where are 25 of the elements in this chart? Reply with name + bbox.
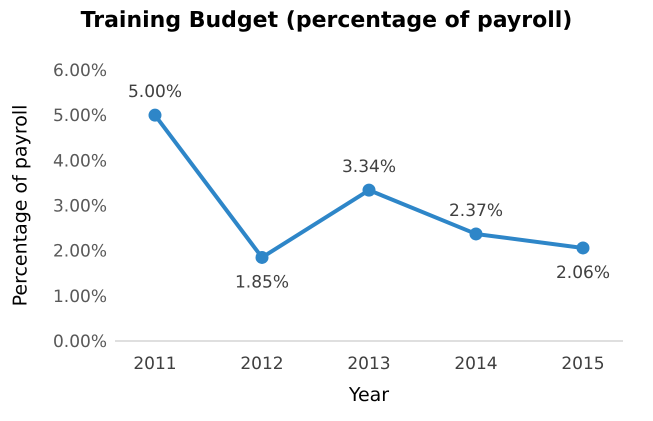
x-axis-title: Year <box>348 384 390 406</box>
x-tick-label: 2012 <box>240 354 284 374</box>
x-tick-label: 2011 <box>133 354 177 374</box>
point <box>148 108 162 122</box>
x-tick-label: 2013 <box>347 354 391 374</box>
point <box>256 250 268 264</box>
y-tick-label: 5.00% <box>52 106 107 126</box>
y-tick-label: 0.00% <box>52 332 107 352</box>
y-tick-label: 6.00% <box>52 61 107 82</box>
chart-title: Training Budget (percentage of payroll) <box>80 8 574 33</box>
data-label: 3.34% <box>342 157 396 178</box>
y-tick-label: 3.00% <box>52 196 107 217</box>
y-tick-label: 1.00% <box>52 286 107 307</box>
data-label: 5.00% <box>128 82 182 102</box>
x-tick-label: 2015 <box>561 354 605 374</box>
y-tick-label: 4.00% <box>52 151 107 172</box>
y-axis-title: Percentage of payroll <box>10 104 32 306</box>
x-tick-label: 2014 <box>454 354 498 374</box>
data-label: 1.85% <box>234 272 290 292</box>
y-tick-label: 2.00% <box>52 242 107 262</box>
point <box>470 227 482 240</box>
data-label: 2.37% <box>448 200 504 221</box>
point <box>576 241 590 254</box>
data-label: 2.06% <box>556 262 610 283</box>
point <box>362 184 376 197</box>
